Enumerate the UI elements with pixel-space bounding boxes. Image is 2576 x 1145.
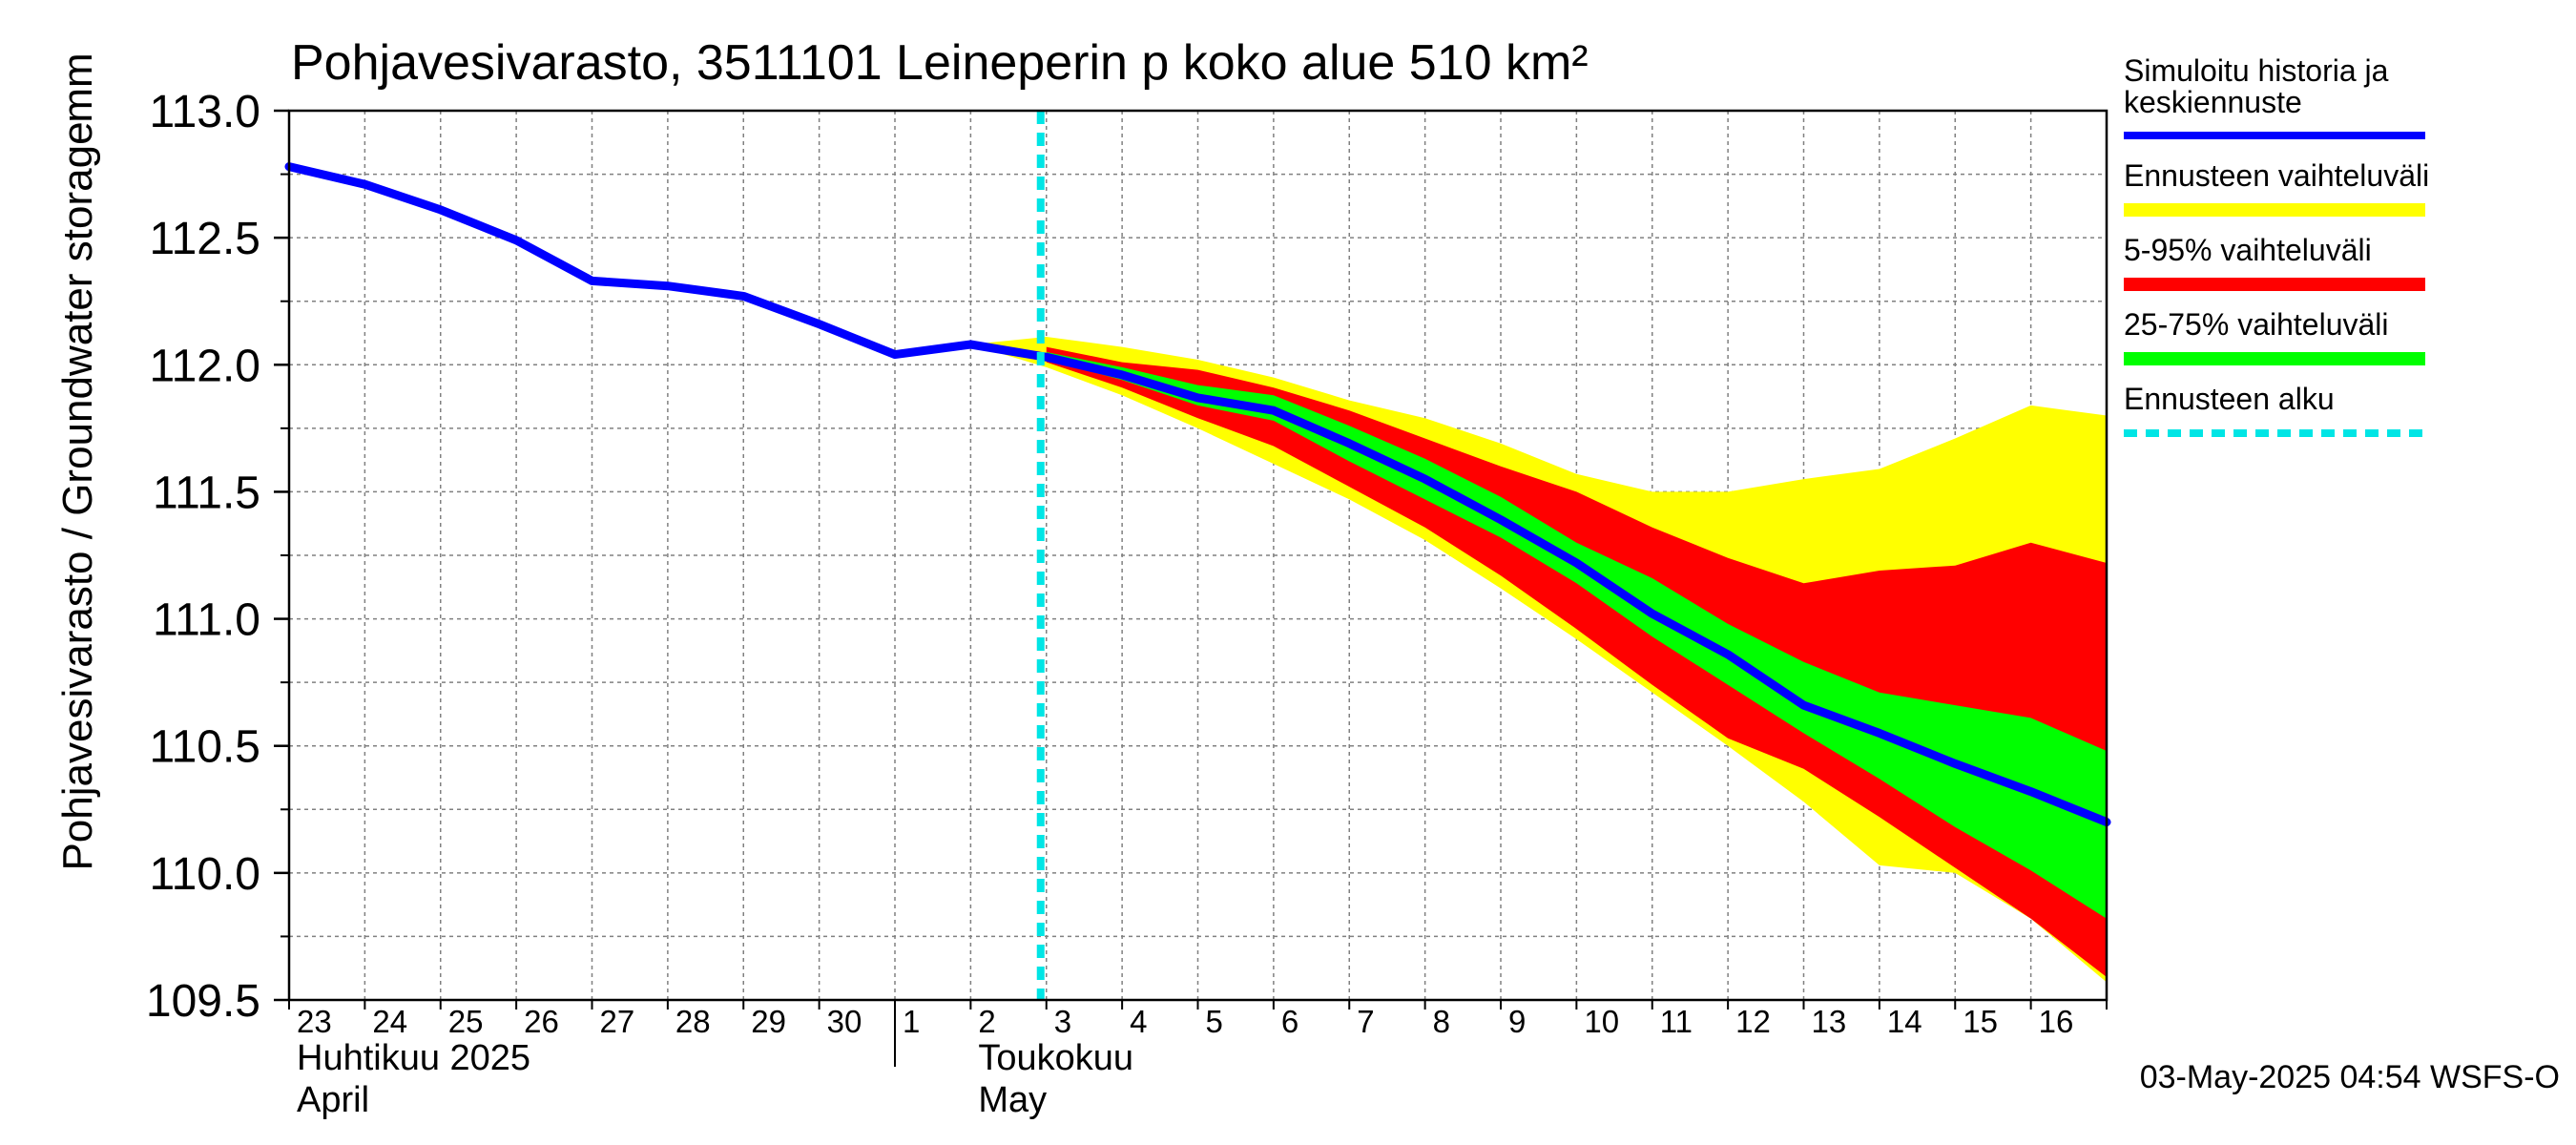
x-day-label: 25: [448, 1004, 484, 1039]
y-axis-unit: mm: [54, 52, 101, 122]
axes: 109.5 110.0 110.5 111.0 111.5 112.0 112.5 113.0…: [146, 87, 2108, 1120]
history-line-layer: [284, 162, 2111, 827]
x-day-label: 27: [600, 1004, 635, 1039]
y-tick-label: 113.0: [149, 87, 260, 137]
y-tick-label: 112.0: [149, 341, 260, 391]
x-day-label: 1: [903, 1004, 920, 1039]
x-day-label: 28: [675, 1004, 711, 1039]
legend-label: keskiennuste: [2124, 85, 2302, 119]
x-day-label: 7: [1357, 1004, 1374, 1039]
y-axis-label: Pohjavesivarasto / Groundwater storage: [54, 121, 101, 870]
footer-timestamp: 03-May-2025 04:54 WSFS-O: [2140, 1059, 2560, 1095]
x-day-label: 14: [1887, 1004, 1922, 1039]
y-tick-label: 109.5: [146, 976, 260, 1027]
month-label-en: May: [978, 1080, 1047, 1120]
legend-label: Ennusteen vaihteluväli: [2124, 158, 2429, 193]
band-forecast-range: [970, 337, 2107, 983]
x-day-label: 3: [1054, 1004, 1071, 1039]
x-day-label: 13: [1812, 1004, 1847, 1039]
x-day-label: 15: [1963, 1004, 1998, 1039]
x-day-label: 5: [1206, 1004, 1223, 1039]
x-day-label: 23: [297, 1004, 332, 1039]
month-label-fi: Huhtikuu 2025: [297, 1038, 530, 1078]
y-tick-label: 111.5: [153, 468, 260, 518]
legend-label: Simuloitu historia ja: [2124, 53, 2389, 88]
x-day-label: 30: [827, 1004, 862, 1039]
x-day-label: 12: [1735, 1004, 1771, 1039]
x-day-label: 9: [1508, 1004, 1526, 1039]
y-tick-label: 112.5: [149, 214, 260, 264]
x-day-label: 26: [524, 1004, 559, 1039]
x-day-label: 2: [978, 1004, 995, 1039]
history-median-line: [284, 162, 2111, 827]
x-day-label: 29: [751, 1004, 786, 1039]
legend-label: Ennusteen alku: [2124, 382, 2335, 416]
x-day-label: 8: [1433, 1004, 1450, 1039]
month-label-en: April: [297, 1080, 369, 1120]
forecast-bands: [970, 337, 2107, 983]
x-day-label: 24: [372, 1004, 407, 1039]
y-tick-label: 111.0: [153, 595, 260, 646]
x-day-label: 10: [1584, 1004, 1619, 1039]
band-5-95: [1046, 346, 2107, 978]
x-day-label: 6: [1281, 1004, 1298, 1039]
chart-title: Pohjavesivarasto, 3511101 Leineperin p k…: [291, 35, 1589, 91]
x-day-label: 11: [1660, 1004, 1693, 1039]
y-tick-label: 110.0: [149, 849, 260, 900]
legend-label: 25-75% vaihteluväli: [2124, 307, 2389, 342]
legend-label: 5-95% vaihteluväli: [2124, 233, 2372, 267]
x-day-label: 16: [2039, 1004, 2074, 1039]
x-day-label: 4: [1130, 1004, 1147, 1039]
y-tick-label: 110.5: [149, 722, 260, 773]
month-label-fi: Toukokuu: [978, 1038, 1133, 1078]
